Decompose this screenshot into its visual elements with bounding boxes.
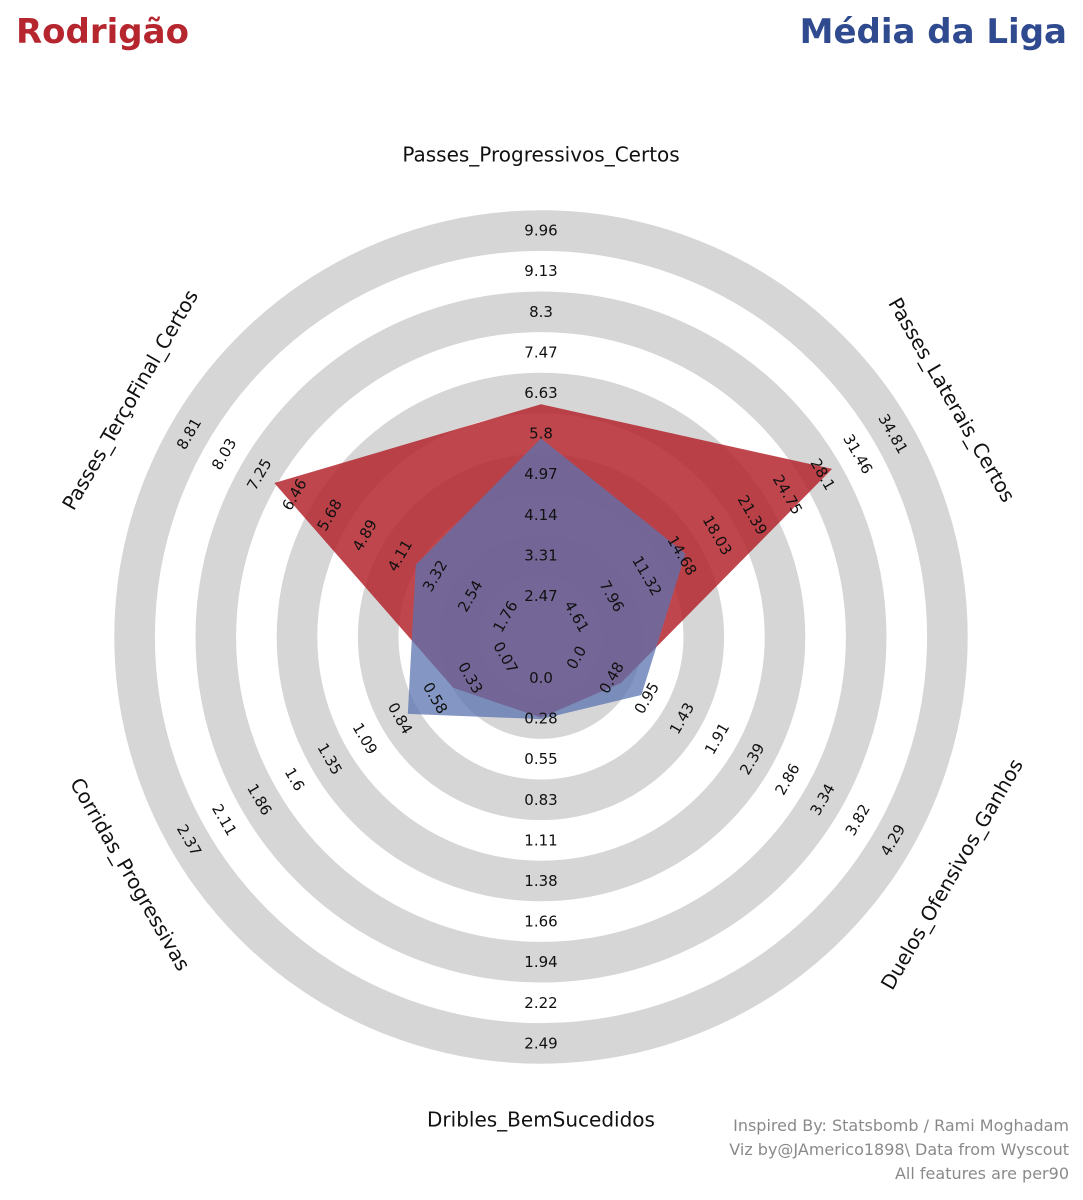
footer-credits: Inspired By: Statsbomb / Rami Moghadam V… bbox=[729, 1114, 1069, 1186]
tick-label: 1.09 bbox=[349, 720, 381, 758]
tick-label: 1.91 bbox=[701, 720, 733, 758]
tick-label: 6.63 bbox=[524, 384, 557, 402]
tick-label: 2.86 bbox=[771, 760, 803, 798]
tick-label: 1.6 bbox=[281, 764, 309, 794]
footer-line-1: Inspired By: Statsbomb / Rami Moghadam bbox=[733, 1116, 1069, 1135]
tick-label: 7.47 bbox=[524, 343, 557, 361]
tick-label: 0.83 bbox=[524, 791, 557, 809]
tick-label: 8.3 bbox=[529, 303, 553, 321]
tick-label: 8.03 bbox=[208, 435, 240, 473]
tick-label: 9.13 bbox=[524, 262, 557, 280]
axis-label: Dribles_BemSucedidos bbox=[427, 1107, 655, 1131]
league-title: Média da Liga bbox=[799, 12, 1067, 52]
tick-label: 0.55 bbox=[524, 750, 557, 768]
tick-label: 0.28 bbox=[524, 710, 557, 728]
tick-label: 2.47 bbox=[524, 587, 557, 605]
grid-ring bbox=[276, 372, 806, 902]
tick-label: 9.96 bbox=[524, 222, 557, 240]
tick-label: 1.94 bbox=[524, 953, 557, 971]
tick-label: 4.97 bbox=[524, 465, 557, 483]
tick-label: 5.8 bbox=[529, 425, 553, 443]
grid-ring bbox=[195, 291, 887, 983]
tick-label: 3.82 bbox=[842, 801, 874, 839]
tick-label: 2.49 bbox=[524, 1034, 557, 1052]
tick-label: 31.46 bbox=[839, 431, 876, 477]
tick-label: 1.38 bbox=[524, 872, 557, 890]
tick-label: 4.14 bbox=[524, 506, 557, 524]
tick-label: 1.11 bbox=[524, 831, 557, 849]
footer-line-3: All features are per90 bbox=[894, 1164, 1069, 1183]
axis-label: Passes_Progressivos_Certos bbox=[402, 143, 679, 167]
tick-label: 2.11 bbox=[208, 801, 240, 839]
footer-line-2: Viz by@JAmerico1898\ Data from Wyscout bbox=[729, 1140, 1069, 1159]
tick-label: 3.31 bbox=[524, 546, 557, 564]
player-title: Rodrigão bbox=[16, 12, 189, 52]
radar-polygons bbox=[274, 404, 833, 720]
league-polygon bbox=[407, 438, 686, 720]
grid-ring bbox=[114, 210, 968, 1064]
tick-label: 1.66 bbox=[524, 913, 557, 931]
tick-label: 2.22 bbox=[524, 994, 557, 1012]
tick-label: 0.0 bbox=[529, 669, 553, 687]
